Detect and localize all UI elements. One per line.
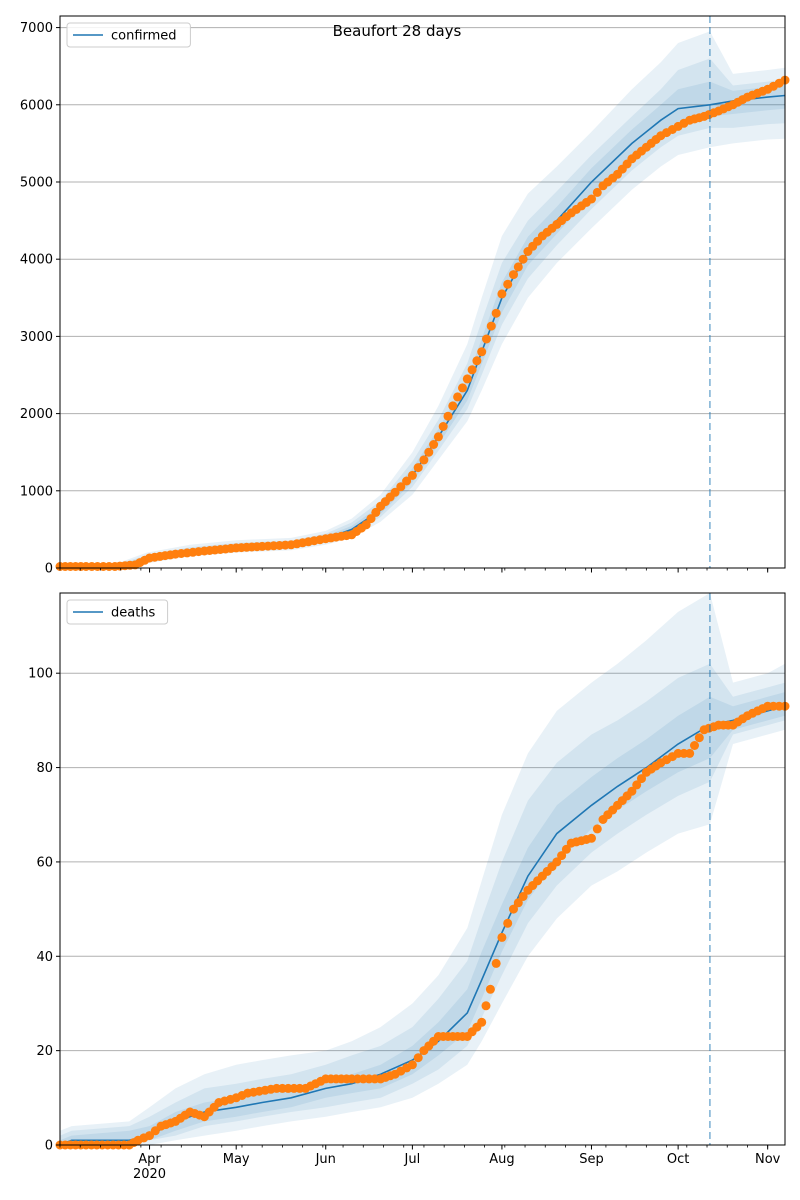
observed-point <box>439 422 448 431</box>
observed-point <box>414 1053 423 1062</box>
observed-point <box>695 733 704 742</box>
observed-point <box>487 322 496 331</box>
observed-point <box>482 1001 491 1010</box>
observed-point <box>448 401 457 410</box>
y-tick-label: 80 <box>36 761 53 776</box>
observed-point <box>408 471 417 480</box>
observed-point <box>408 1060 417 1069</box>
y-tick-label: 20 <box>36 1044 53 1059</box>
x-tick-label: Sep <box>579 1152 604 1167</box>
observed-point <box>463 374 472 383</box>
observed-point <box>458 383 467 392</box>
y-tick-label: 2000 <box>20 407 53 422</box>
y-tick-label: 40 <box>36 950 53 965</box>
observed-point <box>503 919 512 928</box>
observed-point <box>497 933 506 942</box>
observed-point <box>482 335 491 344</box>
x-tick-label: Apr <box>138 1152 161 1167</box>
x-tick-label: Jun <box>315 1152 336 1167</box>
observed-point <box>424 448 433 457</box>
observed-point <box>685 749 694 758</box>
observed-point <box>519 255 528 264</box>
observed-point <box>414 463 423 472</box>
observed-point <box>509 270 518 279</box>
figure-title: Beaufort 28 days <box>333 22 462 40</box>
x-tick-label: May <box>223 1152 250 1167</box>
x-tick-label: Oct <box>667 1152 689 1167</box>
y-tick-label: 1000 <box>20 484 53 499</box>
observed-point <box>514 262 523 271</box>
y-tick-label: 5000 <box>20 175 53 190</box>
figure: 01000200030004000500060007000 confirmed 0… <box>0 0 800 1200</box>
y-tick-label: 0 <box>45 562 53 577</box>
x-tick-label: Nov <box>755 1152 781 1167</box>
series-line-confirmed <box>60 96 785 568</box>
y-tick-label: 4000 <box>20 253 53 268</box>
y-tick-label: 60 <box>36 855 53 870</box>
y-tick-label: 0 <box>45 1139 53 1154</box>
legend-label: deaths <box>111 606 156 621</box>
uncertainty-band <box>60 59 785 569</box>
observed-point <box>477 347 486 356</box>
observed-point <box>468 365 477 374</box>
observed-point <box>444 412 453 421</box>
observed-point <box>477 1018 486 1027</box>
observed-point <box>503 280 512 289</box>
observed-point <box>593 824 602 833</box>
y-tick-label: 7000 <box>20 21 53 36</box>
y-tick-label: 100 <box>28 667 53 682</box>
x-tick-label: Jul <box>404 1152 421 1167</box>
x-tick-label: 2020 <box>133 1167 166 1182</box>
observed-point <box>434 432 443 441</box>
observed-point <box>492 959 501 968</box>
confirmed-chart: 0 1000 2000 3000 4000 5000 6000 7000 confirmed <box>20 16 790 577</box>
observed-point <box>453 392 462 401</box>
x-tick-label: Aug <box>489 1152 514 1167</box>
y-tick-label: 6000 <box>20 98 53 113</box>
legend-label: confirmed <box>111 29 177 44</box>
observed-point <box>690 741 699 750</box>
observed-point <box>472 356 481 365</box>
observed-point <box>492 309 501 318</box>
observed-point <box>419 455 428 464</box>
legend: deaths <box>67 600 168 624</box>
observed-point <box>486 985 495 994</box>
observed-point <box>587 834 596 843</box>
observed-point <box>429 440 438 449</box>
observed-point <box>497 289 506 298</box>
y-tick-label: 3000 <box>20 330 53 345</box>
legend: confirmed <box>67 23 190 47</box>
